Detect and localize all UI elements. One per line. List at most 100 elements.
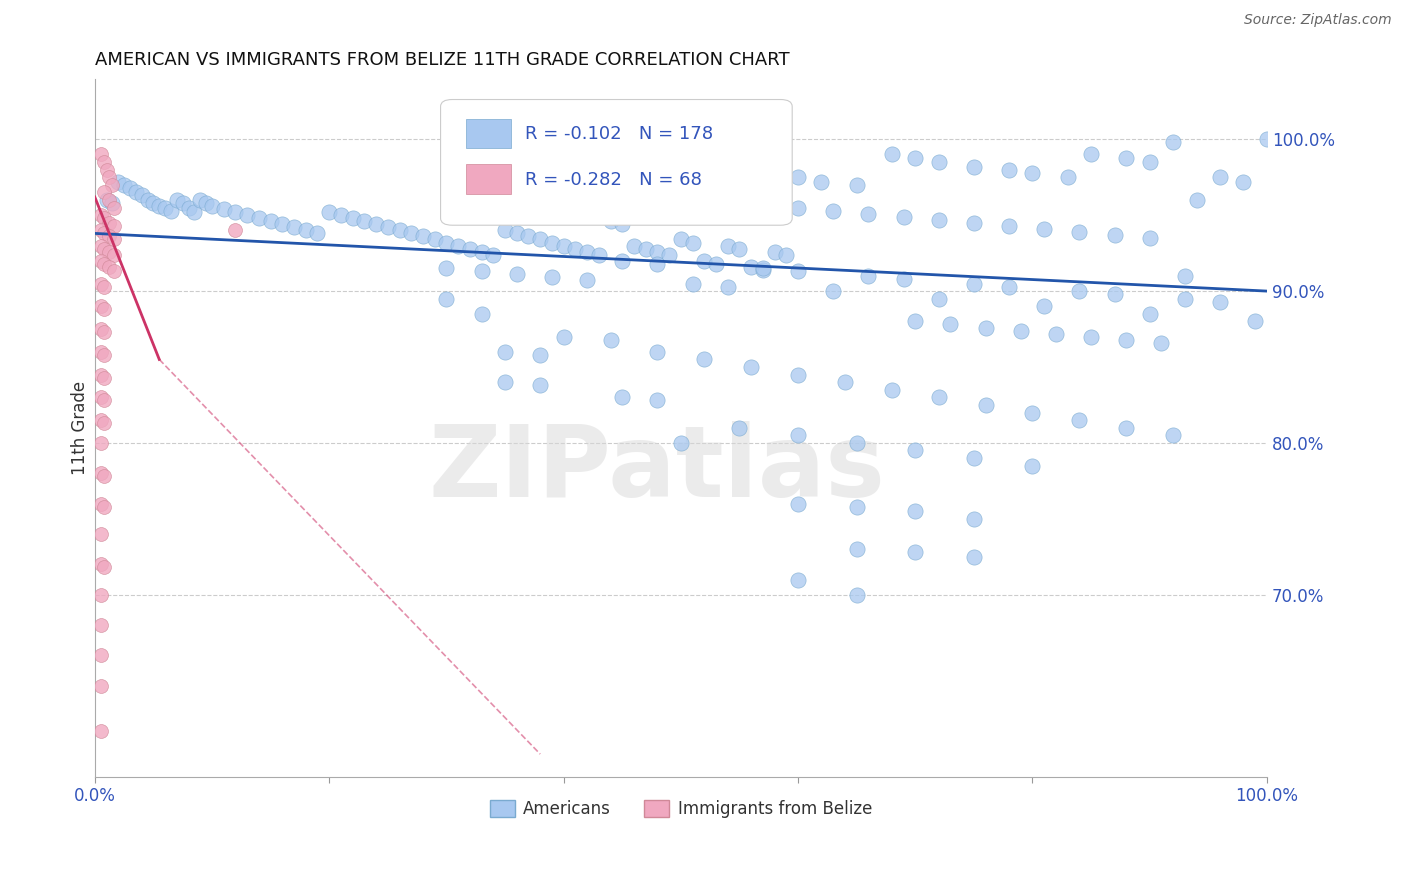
Point [787,497,810,511]
Point [845,542,868,557]
Point [93,302,115,317]
Point [436,292,458,306]
Point [1021,166,1043,180]
Legend: Americans, Immigrants from Belize: Americans, Immigrants from Belize [484,793,879,824]
Point [294,223,316,237]
Point [1080,147,1102,161]
Point [1150,335,1173,350]
Point [529,378,551,392]
Point [1104,227,1126,242]
Point [90,299,112,313]
Point [412,229,434,244]
Point [928,390,950,404]
Point [90,436,112,450]
Point [810,175,832,189]
Point [845,588,868,602]
Point [634,242,657,256]
Point [647,186,669,200]
Point [125,186,148,200]
Point [177,201,200,215]
Point [97,216,120,230]
Point [90,724,112,739]
Point [1139,231,1161,245]
Point [928,212,950,227]
Point [107,175,129,189]
Point [329,208,352,222]
Point [1104,287,1126,301]
Point [97,260,120,274]
Point [90,527,112,541]
Point [271,217,294,231]
Point [1080,329,1102,343]
Point [599,214,621,228]
Point [142,196,165,211]
Point [1021,458,1043,473]
Point [928,155,950,169]
Point [858,207,880,221]
Point [1161,428,1184,442]
Point [787,428,810,442]
Point [1256,132,1278,146]
Point [787,368,810,382]
Point [224,205,246,219]
Point [436,235,458,250]
Point [939,318,962,332]
Point [904,314,927,328]
Point [1209,294,1232,309]
Point [647,244,669,259]
Point [97,193,120,207]
Point [752,261,775,276]
Point [904,545,927,559]
Point [845,436,868,450]
Point [436,261,458,276]
Point [494,223,516,237]
Point [1115,421,1137,435]
Point [1010,324,1032,338]
Point [471,244,494,259]
Point [1033,222,1056,236]
Point [963,216,986,230]
Point [1045,326,1067,341]
Bar [467,164,510,194]
Point [103,219,125,233]
Point [717,238,740,252]
Point [717,279,740,293]
Point [740,359,762,374]
Point [90,679,112,693]
Point [90,413,112,427]
Point [763,244,786,259]
Point [728,421,751,435]
Point [172,196,194,211]
Point [576,244,599,259]
Point [93,155,115,169]
Point [787,264,810,278]
Point [787,573,810,587]
Point [1069,225,1091,239]
Point [553,178,575,192]
Point [928,292,950,306]
Point [553,238,575,252]
Point [93,211,115,226]
Point [1069,413,1091,427]
Point [1161,136,1184,150]
Point [904,443,927,458]
Point [740,260,762,274]
Point [90,648,112,663]
Point [1174,292,1197,306]
Point [93,257,115,271]
Point [90,223,112,237]
Point [1069,284,1091,298]
Point [93,186,115,200]
Point [364,217,387,231]
Point [974,320,997,334]
Point [101,178,124,192]
Point [599,170,621,185]
Point [482,247,505,261]
Point [658,247,681,261]
Point [93,560,115,574]
Point [904,151,927,165]
Point [1185,193,1208,207]
Point [823,203,845,218]
Point [195,196,218,211]
Point [93,325,115,339]
